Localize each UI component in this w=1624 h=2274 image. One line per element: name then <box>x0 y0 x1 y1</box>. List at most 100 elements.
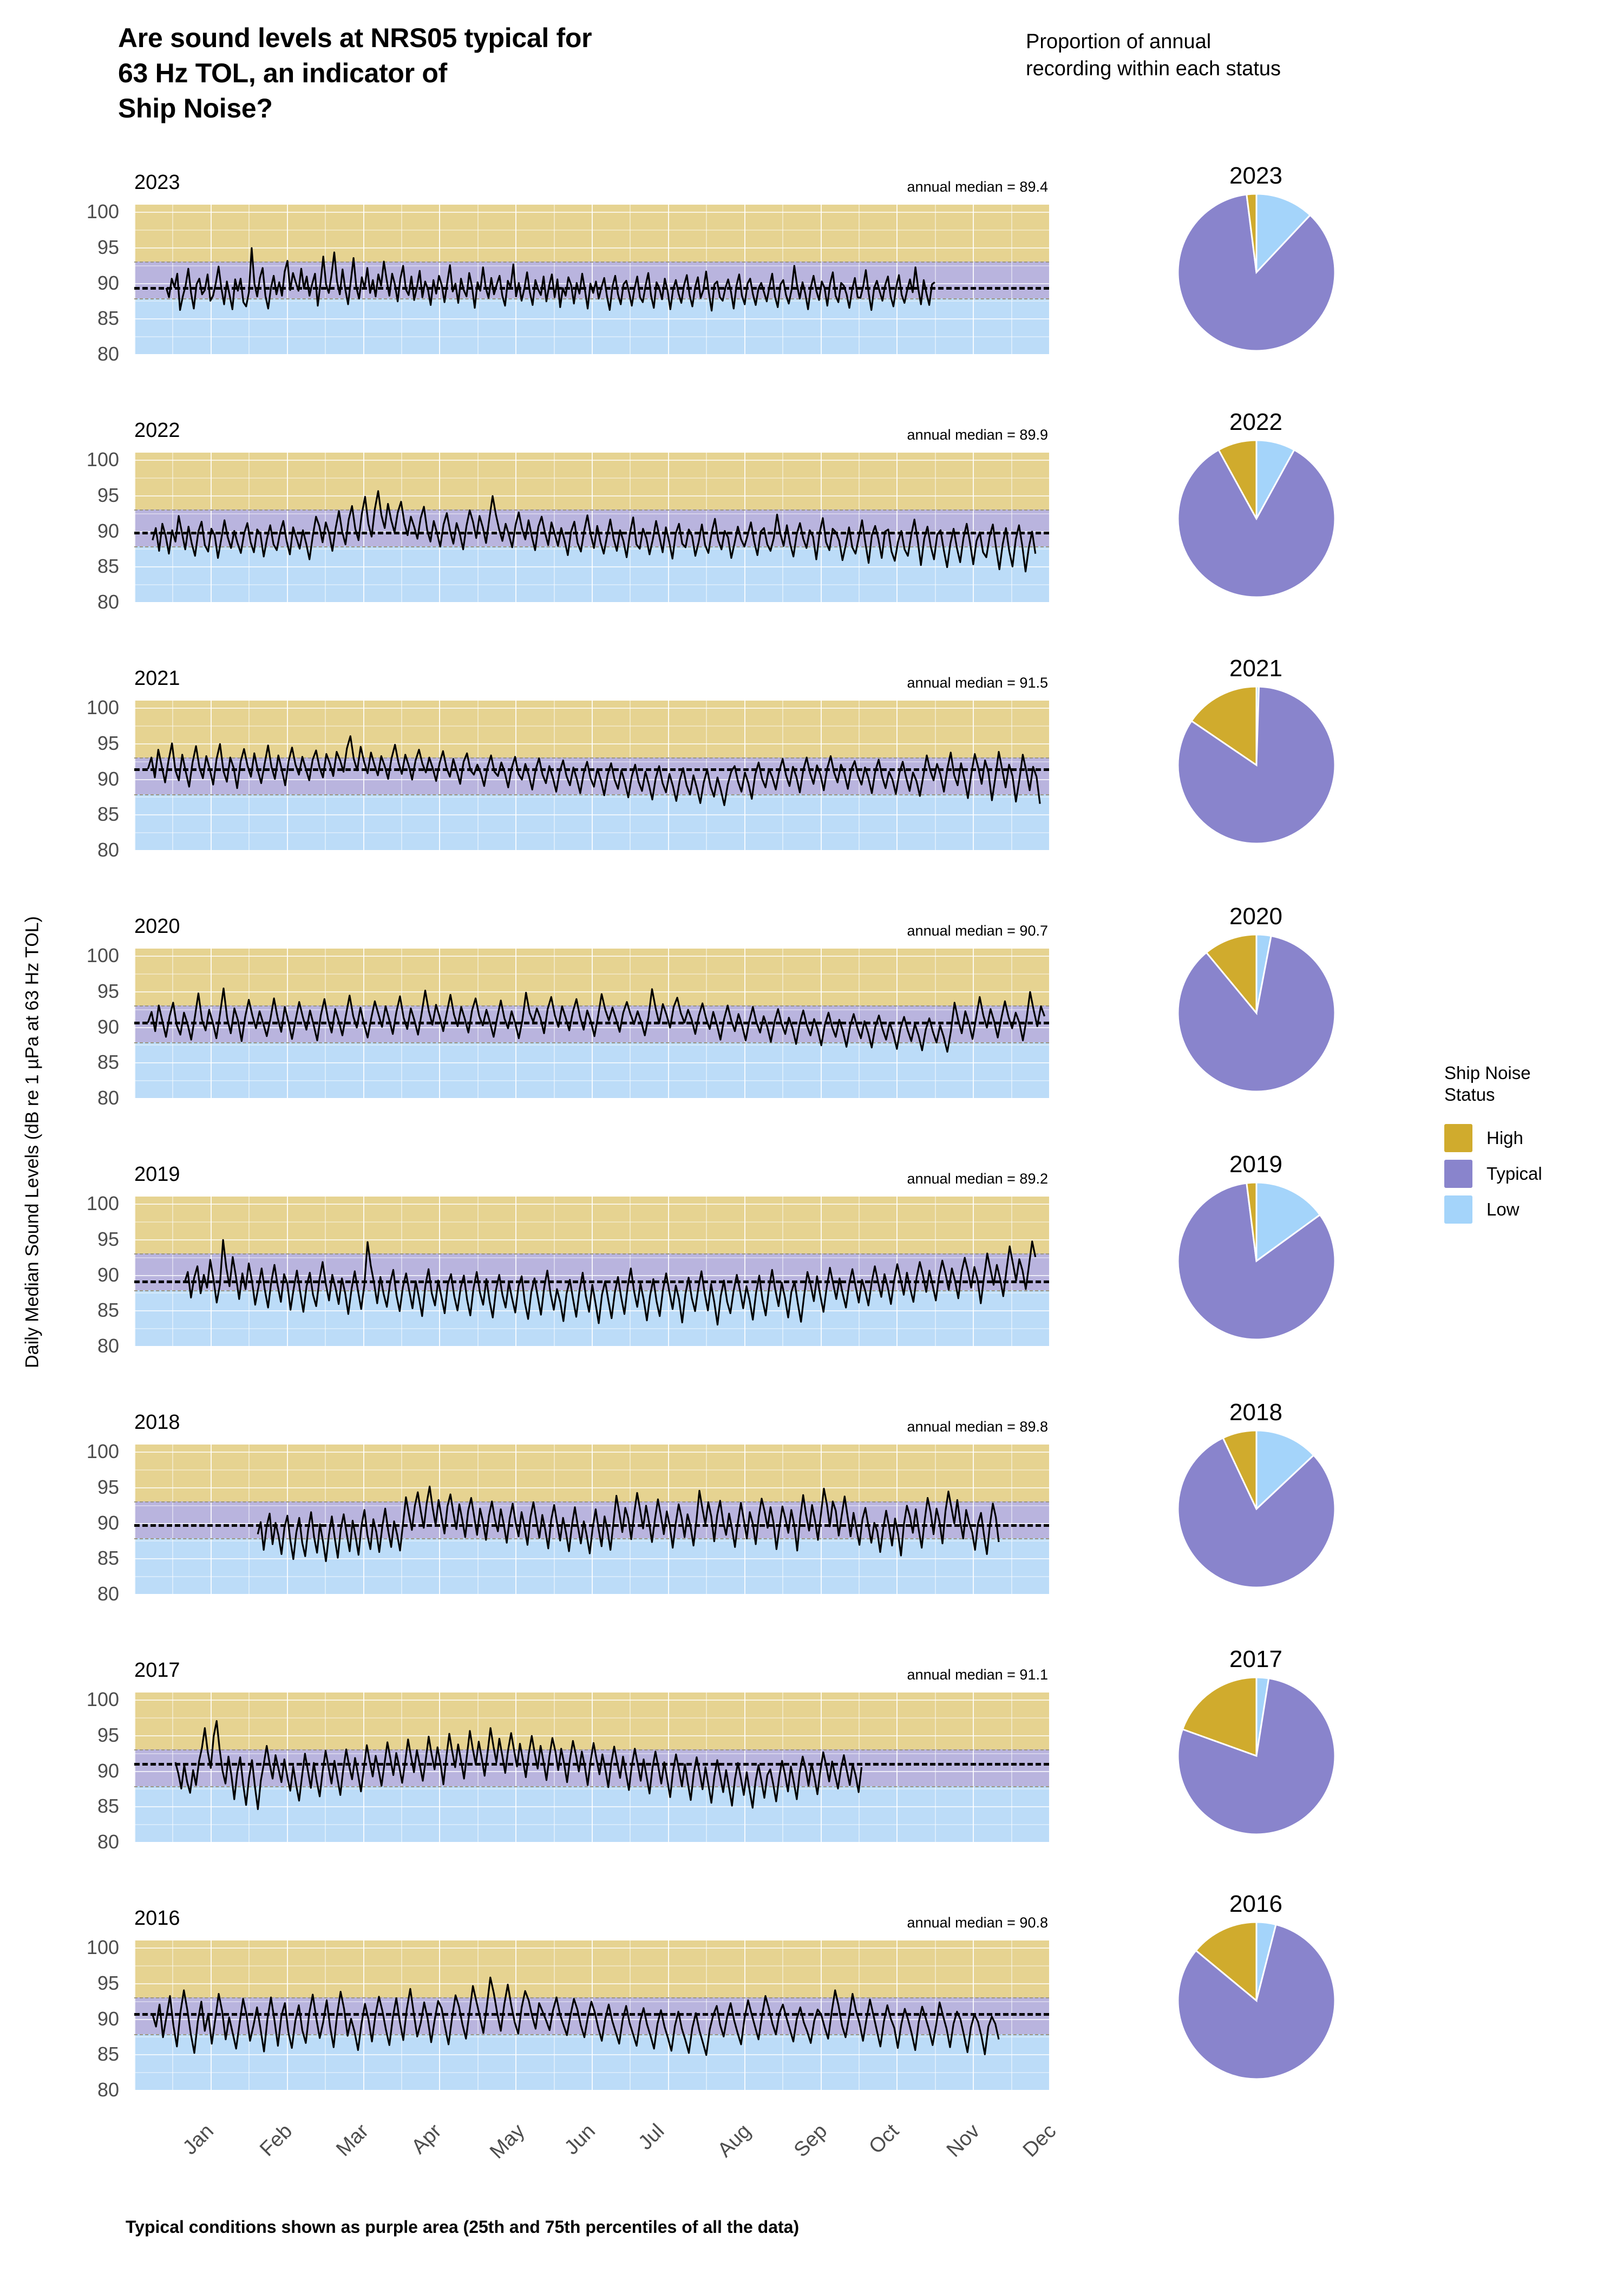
gridline-horizontal <box>134 2072 1049 2074</box>
legend-row-high[interactable]: High <box>1444 1120 1623 1156</box>
annual-median-annotation: annual median = 91.1 <box>907 1667 1048 1683</box>
gridline-vertical <box>973 701 974 850</box>
y-tick-label: 90 <box>97 1015 119 1038</box>
y-tick-label: 100 <box>86 448 119 471</box>
gridline-vertical-minor <box>248 1445 250 1594</box>
gridline-vertical-minor <box>1011 205 1012 354</box>
gridline-vertical <box>896 1693 898 1842</box>
pie-svg <box>1178 1182 1336 1341</box>
gridline-vertical-minor <box>401 1693 402 1842</box>
panel-year-label: 2023 <box>134 171 180 194</box>
gridline-vertical <box>134 453 135 602</box>
facet-panel-2020: 2020 annual median = 90.7 100 95 90 85 80 <box>87 915 1049 1109</box>
gridline-horizontal <box>134 832 1049 834</box>
gridline-horizontal <box>134 265 1049 266</box>
gridline-vertical <box>592 1693 593 1842</box>
gridline-vertical-minor <box>172 1693 174 1842</box>
gridline-vertical-minor <box>172 205 174 354</box>
gridline-vertical <box>515 1693 517 1842</box>
gridline-vertical <box>896 1445 898 1594</box>
legend-label: Typical <box>1487 1163 1542 1184</box>
plot-area <box>134 1445 1049 1594</box>
gridline-vertical-minor <box>553 1197 555 1346</box>
gridline-horizontal <box>134 1965 1049 1966</box>
panel-year-label: 2021 <box>134 667 180 690</box>
y-tick-label: 80 <box>97 1831 119 1853</box>
gridline-vertical <box>363 205 364 354</box>
y-tick-label: 95 <box>97 236 119 258</box>
gridline-horizontal <box>134 796 1049 798</box>
gridline-vertical <box>896 453 898 602</box>
y-axis-ticks: 100 95 90 85 80 <box>11 448 119 613</box>
y-tick-label: 100 <box>86 1192 119 1215</box>
annual-median-line <box>134 1280 1049 1284</box>
x-tick-label: Nov <box>942 2120 985 2162</box>
pie-year-label: 2022 <box>1229 409 1282 435</box>
y-axis-ticks: 100 95 90 85 80 <box>11 1688 119 1853</box>
x-tick-label: Sep <box>789 2120 832 2162</box>
gridline-vertical <box>744 205 745 354</box>
gridline-horizontal <box>134 991 1049 992</box>
y-tick-label: 85 <box>97 307 119 330</box>
pie-chart-2017: 2017 <box>1126 1646 1386 1863</box>
pie-slice-typical <box>1178 194 1336 352</box>
gridline-horizontal <box>134 1221 1049 1223</box>
pie-svg <box>1178 1677 1336 1835</box>
legend-label: High <box>1487 1127 1523 1148</box>
y-tick-label: 90 <box>97 1759 119 1782</box>
gridline-vertical-minor <box>477 1693 479 1842</box>
typical-band-edge <box>134 1005 1049 1007</box>
gridline-vertical <box>286 453 288 602</box>
gridline-horizontal <box>134 956 1049 957</box>
y-tick-label: 100 <box>86 1936 119 1959</box>
gridline-horizontal <box>134 1062 1049 1064</box>
y-tick-label: 85 <box>97 2043 119 2066</box>
gridline-horizontal <box>134 1948 1049 1949</box>
y-tick-label: 85 <box>97 1547 119 1570</box>
plot-area <box>134 205 1049 354</box>
facet-panel-2019: 2019 annual median = 89.2 100 95 90 85 80 <box>87 1163 1049 1357</box>
gridline-vertical <box>210 453 212 602</box>
pie-svg <box>1178 1922 1336 2080</box>
pie-svg <box>1178 935 1336 1093</box>
pie-year-label: 2018 <box>1229 1399 1282 1426</box>
annual-median-annotation: annual median = 89.4 <box>907 179 1048 195</box>
gridline-vertical-minor <box>630 1445 631 1594</box>
pie-slice-high <box>1217 440 1258 519</box>
legend-row-low[interactable]: Low <box>1444 1192 1623 1227</box>
x-tick-label: Jan <box>179 2120 219 2160</box>
gridline-vertical-minor <box>401 453 402 602</box>
gridline-horizontal <box>134 318 1049 320</box>
pie-slice-high <box>1246 194 1258 273</box>
y-axis-ticks: 100 95 90 85 80 <box>11 944 119 1109</box>
gridline-vertical-minor <box>782 1197 784 1346</box>
pie-chart-2018: 2018 <box>1126 1399 1386 1616</box>
gridline-vertical-minor <box>934 453 936 602</box>
gridline-vertical <box>667 1693 669 1842</box>
gridline-vertical-minor <box>553 701 555 850</box>
x-tick-label: Aug <box>713 2120 756 2162</box>
gridline-vertical-minor <box>553 205 555 354</box>
gridline-horizontal <box>134 743 1049 744</box>
gridline-vertical-minor <box>172 453 174 602</box>
y-axis-ticks: 100 95 90 85 80 <box>11 1440 119 1605</box>
gridline-horizontal <box>134 2054 1049 2056</box>
gridline-vertical <box>439 701 441 850</box>
gridline-horizontal <box>134 1505 1049 1506</box>
gridline-horizontal <box>134 1487 1049 1488</box>
gridline-horizontal <box>134 708 1049 709</box>
legend-row-typical[interactable]: Typical <box>1444 1156 1623 1192</box>
y-tick-label: 90 <box>97 1263 119 1286</box>
gridline-vertical <box>439 1197 441 1346</box>
gridline-horizontal <box>134 336 1049 338</box>
y-tick-label: 100 <box>86 696 119 719</box>
plot-area <box>134 949 1049 1098</box>
facet-panel-2018: 2018 annual median = 89.8 100 95 90 85 80 <box>87 1411 1049 1605</box>
gridline-vertical <box>896 1197 898 1346</box>
gridline-horizontal <box>134 1700 1049 1701</box>
gridline-horizontal <box>134 584 1049 586</box>
gridline-vertical-minor <box>782 453 784 602</box>
y-tick-label: 90 <box>97 767 119 790</box>
gridline-vertical-minor <box>630 701 631 850</box>
